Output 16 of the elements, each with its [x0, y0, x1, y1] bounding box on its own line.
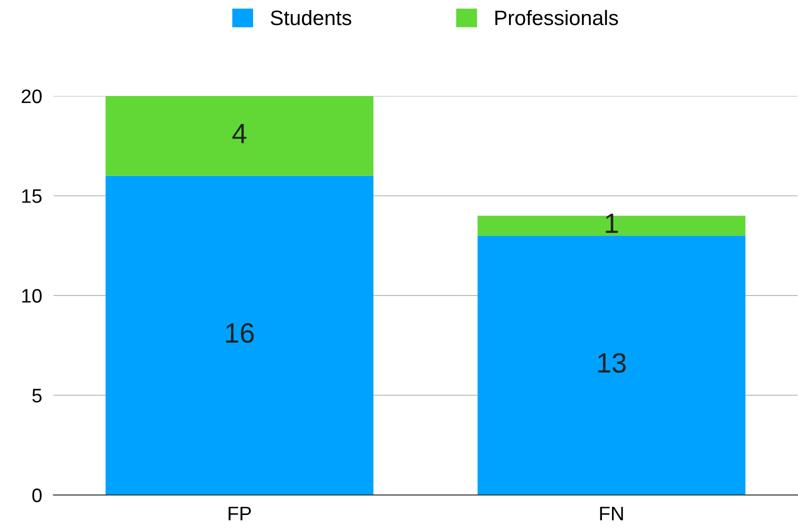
y-tick-label: 20 [22, 89, 42, 104]
legend-label: Students [270, 10, 352, 26]
legend-label: Professionals [495, 10, 618, 26]
x-tick-label: FP [228, 506, 251, 520]
y-tick-label: 5 [32, 388, 42, 402]
y-tick-label: 15 [22, 189, 42, 203]
data-label: 13 [598, 353, 626, 373]
x-tick-label: FN [600, 506, 623, 520]
data-label: 1 [606, 214, 618, 233]
y-tick-label: 10 [22, 288, 42, 303]
bar [478, 216, 746, 236]
y-tick-label: 0 [32, 488, 42, 502]
bar [478, 236, 746, 495]
data-label: 4 [232, 124, 246, 144]
data-label: 16 [226, 323, 254, 343]
bar [106, 96, 374, 176]
